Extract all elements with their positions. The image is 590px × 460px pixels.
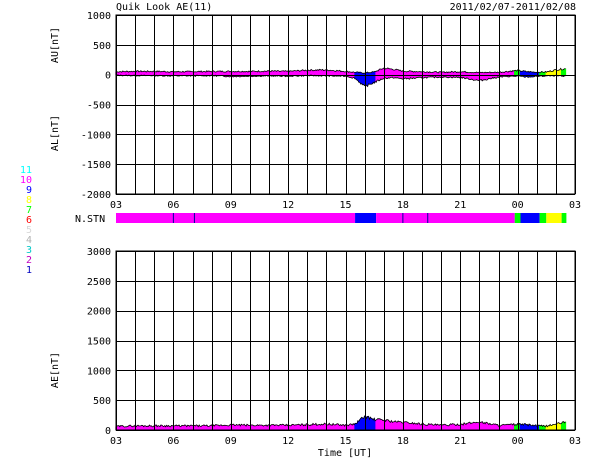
legend-entry: 5	[26, 225, 32, 236]
al-series-line	[115, 74, 566, 88]
station-bar-segment	[514, 213, 521, 223]
legend-entry: 10	[20, 175, 32, 186]
x-tick-label: 09	[225, 200, 237, 211]
chart-title: Quik Look AE(11)	[116, 2, 212, 13]
legend-entry: 8	[26, 195, 32, 206]
ae-x-tick-labels: 03 06 09 12 15 18 21 00 03	[110, 436, 581, 447]
au-al-panel: 1000 500 0 -500 -1000 -1500 -2000 03 06 09 12 15 18…	[50, 11, 581, 211]
ae-y-tick-labels: 3000 2500 2000 1500 1000 500 0	[87, 247, 111, 437]
x-tick-label: 00	[512, 200, 524, 211]
ae-fill	[115, 415, 567, 430]
ae-outline	[115, 415, 566, 428]
y-tick-label: 500	[93, 41, 111, 52]
y-tick-label: 3000	[87, 247, 111, 258]
x-tick-label: 00	[512, 436, 524, 447]
x-tick-label: 12	[282, 200, 294, 211]
x-tick-label: 03	[110, 436, 122, 447]
station-bar-segment	[561, 213, 567, 223]
y-tick-label: 2500	[87, 277, 111, 288]
y-tick-label: 1500	[87, 337, 111, 348]
y-tick-label: 1000	[87, 11, 111, 22]
au-al-outline	[115, 67, 566, 88]
station-bar-label: N.STN	[75, 214, 105, 225]
x-tick-label: 03	[569, 200, 581, 211]
al-axis-label: AL[nT]	[50, 115, 61, 151]
ae-axis-label: AE[nT]	[50, 352, 61, 388]
y-tick-label: 2000	[87, 307, 111, 318]
au-al-y-tick-labels: 1000 500 0 -500 -1000 -1500 -2000	[81, 11, 111, 201]
x-tick-label: 03	[110, 200, 122, 211]
au-al-x-tick-labels: 03 06 09 12 15 18 21 00 03	[110, 200, 581, 211]
station-bar-segments	[116, 213, 567, 223]
y-tick-label: 0	[105, 426, 111, 437]
x-tick-label: 06	[167, 436, 179, 447]
au-axis-label: AU[nT]	[50, 27, 61, 63]
legend-entry: 7	[26, 205, 32, 216]
x-tick-label: 12	[282, 436, 294, 447]
x-tick-label: 21	[454, 200, 466, 211]
au-al-grid	[116, 15, 576, 195]
y-tick-label: 1000	[87, 366, 111, 377]
ae-grid	[116, 251, 576, 431]
station-bar-segment	[546, 213, 562, 223]
station-bar-segment	[520, 213, 540, 223]
ae-series-line	[115, 415, 566, 428]
ae-frame	[115, 250, 576, 431]
legend-entry: 2	[26, 255, 32, 266]
legend-entry: 11	[20, 165, 32, 176]
legend-entry: 6	[26, 215, 32, 226]
legend-entry: 3	[26, 245, 32, 256]
legend-entry: 4	[26, 235, 32, 246]
station-bar-segment	[539, 213, 547, 223]
y-tick-label: -500	[87, 101, 111, 112]
legend-entry: 9	[26, 185, 32, 196]
au-al-frame	[115, 14, 576, 195]
au-series-line	[115, 67, 566, 74]
y-tick-label: 0	[105, 71, 111, 82]
station-bar-segment	[116, 213, 356, 223]
legend-entry: 1	[26, 265, 32, 276]
x-tick-label: 03	[569, 436, 581, 447]
station-bar: N.STN	[75, 213, 567, 225]
station-bar-segment	[355, 213, 377, 223]
y-tick-label: 500	[93, 396, 111, 407]
y-tick-label: -2000	[81, 190, 111, 201]
x-tick-label: 21	[454, 436, 466, 447]
x-tick-label: 18	[397, 200, 409, 211]
x-tick-label: 18	[397, 436, 409, 447]
x-tick-label: 09	[225, 436, 237, 447]
station-bar-segment	[376, 213, 515, 223]
y-tick-label: -1000	[81, 130, 111, 141]
x-tick-label: 15	[339, 436, 351, 447]
date-range: 2011/02/07-2011/02/08	[450, 2, 576, 13]
x-axis-title: Time [UT]	[318, 448, 372, 459]
y-tick-label: -1500	[81, 160, 111, 171]
x-tick-label: 15	[339, 200, 351, 211]
x-tick-label: 06	[167, 200, 179, 211]
